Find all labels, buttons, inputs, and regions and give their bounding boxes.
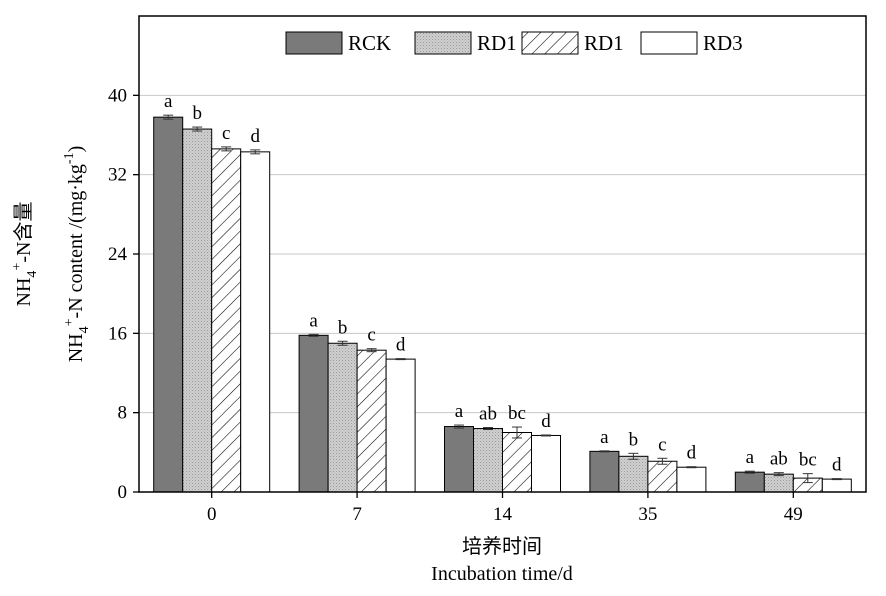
significance-label: b	[338, 317, 348, 338]
x-tick-label: 0	[207, 504, 217, 525]
significance-label: d	[687, 443, 697, 464]
bar	[647, 460, 678, 493]
y-axis-title-en: NH4+-N content /(mg·kg-1)	[62, 146, 92, 363]
x-axis-title-en: Incubation time/d	[431, 563, 573, 585]
bars: abc da b c da ab bc da b c d a ab bc d	[153, 91, 852, 493]
axes: 0 8 16 24 32 40 0 7 14 35 49	[108, 15, 867, 525]
bar	[385, 358, 416, 493]
bar	[473, 428, 503, 493]
legend-swatch	[414, 31, 472, 55]
legend-swatch	[521, 31, 579, 55]
significance-label: ab	[479, 404, 497, 425]
legend: RCK RD1 RD1 RD3	[280, 26, 750, 60]
legend-label: RCK	[348, 31, 391, 55]
significance-label: c	[222, 123, 230, 144]
significance-label: c	[367, 325, 375, 346]
y-tick-label: 24	[108, 244, 128, 265]
y-tick-label: 32	[108, 165, 127, 186]
bar	[240, 151, 271, 493]
significance-label: ab	[770, 449, 788, 470]
x-axis-title-cn: 培养时间	[462, 535, 542, 558]
legend-label: RD1	[477, 31, 517, 55]
y-tick-label: 0	[118, 482, 128, 503]
bar	[211, 148, 242, 493]
bar	[821, 478, 852, 493]
significance-label: a	[309, 310, 318, 331]
bar	[298, 334, 329, 493]
significance-label: b	[629, 429, 639, 450]
x-tick-label: 35	[638, 504, 657, 525]
significance-label: a	[164, 91, 173, 112]
y-axis-title-line2: NH4+-N content /(mg·kg-1)	[62, 146, 92, 363]
bar	[676, 466, 707, 493]
y-tick-label: 16	[108, 323, 127, 344]
legend-swatch	[285, 31, 343, 55]
bar	[734, 471, 765, 493]
legend-label: RD3	[703, 31, 743, 55]
significance-label: a	[455, 401, 464, 422]
bar	[531, 434, 561, 493]
y-axis-title-line1: NH4+-N含量	[10, 202, 40, 307]
bar	[153, 116, 184, 493]
legend-label: RD1	[584, 31, 624, 55]
bar	[618, 455, 649, 493]
significance-label: d	[250, 126, 260, 147]
significance-label: bc	[508, 403, 526, 424]
y-tick-label: 40	[108, 85, 127, 106]
y-tick-label: 8	[118, 403, 128, 424]
significance-label: d	[541, 411, 551, 432]
significance-label: c	[658, 434, 666, 455]
significance-label: a	[746, 447, 755, 468]
significance-label: d	[832, 455, 842, 476]
bar	[444, 426, 474, 493]
legend-swatch	[640, 31, 698, 55]
x-tick-label: 7	[352, 504, 362, 525]
bar	[327, 342, 358, 493]
bar	[589, 450, 620, 493]
x-tick-label: 49	[784, 504, 803, 525]
y-axis-title-cn: NH4+-N含量	[10, 202, 40, 307]
bar	[182, 128, 213, 493]
significance-label: d	[396, 335, 406, 356]
significance-label: bc	[799, 450, 817, 471]
significance-label: a	[600, 427, 609, 448]
bar	[356, 349, 387, 493]
x-tick-label: 14	[493, 504, 513, 525]
bar	[502, 432, 532, 493]
bar	[763, 473, 794, 493]
significance-label: b	[192, 103, 202, 124]
axis-titles: NH4+-N含量 NH4+-N content /(mg·kg-1) 培养时间 Inc…	[10, 146, 573, 585]
